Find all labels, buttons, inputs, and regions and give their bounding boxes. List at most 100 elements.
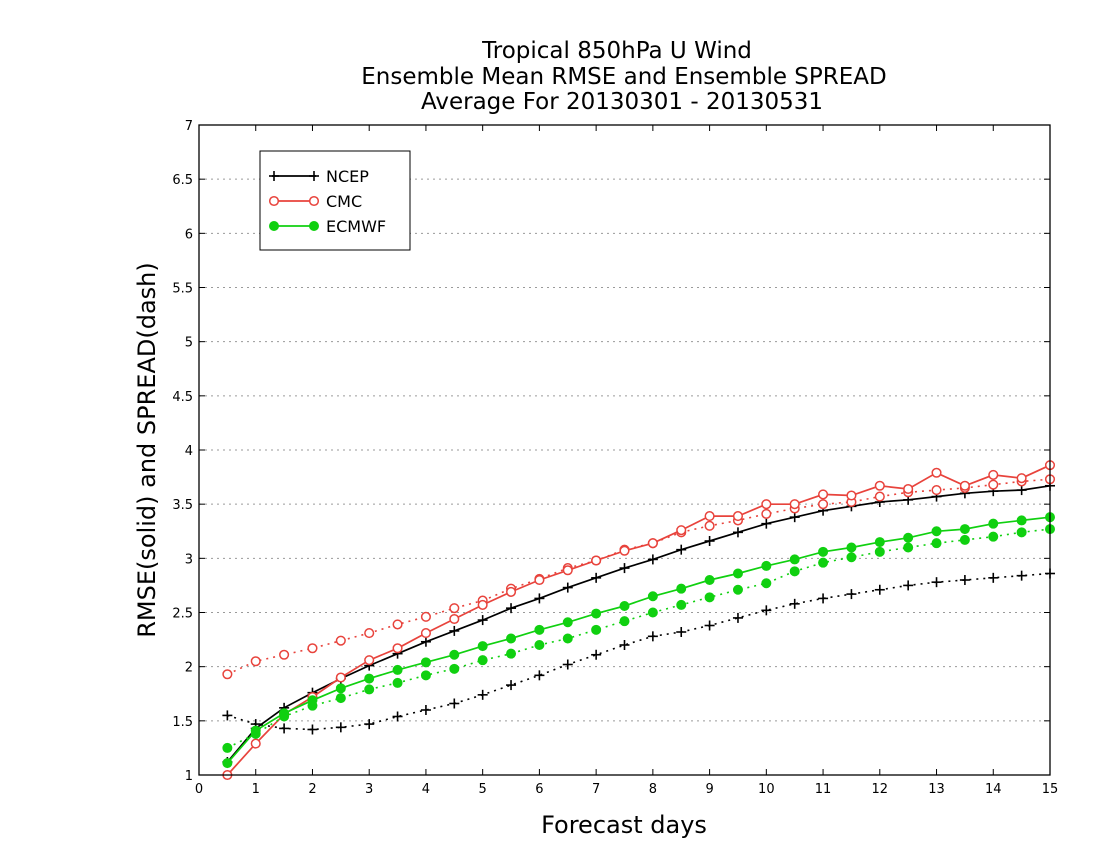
ncep-rmse-point-20 [789,512,800,523]
cmc-rmse-point-5 [364,655,375,666]
ncep-spread-point-24 [903,580,914,591]
cmc-spread-point-7 [420,611,431,622]
ncep-rmse-point-28 [1016,485,1027,496]
ncep-rmse-point-17 [704,536,715,546]
ecmwf-rmse-point-1 [250,725,261,736]
ncep-rmse-point-11 [534,593,545,604]
ecmwf-rmse-point-0 [222,758,233,769]
cmc-rmse-point-12 [562,565,573,576]
cmc-rmse-point-19 [761,499,772,510]
ncep-spread-point-13 [591,649,602,660]
cmc-rmse-point-28 [1016,473,1027,484]
cmc-rmse-point-14 [619,545,630,556]
cmc-rmse-point-18 [732,511,744,522]
chart-title-line-1: Tropical 850hPa U Wind [481,38,752,64]
ecmwf-rmse-point-28 [1016,515,1027,526]
ecmwf-rmse-point-19 [761,560,772,571]
y-tick-label-11: 6.5 [172,173,193,188]
ecmwf-spread-point-24 [903,542,914,553]
ncep-rmse-point-8 [449,625,460,636]
ecmwf-spread-point-8 [449,663,460,674]
ncep-rmse-point-18 [732,527,743,538]
x-tick-label-9: 9 [705,782,713,797]
ecmwf-rmse-point-15 [647,591,658,602]
legend-label-ncep: NCEP [326,167,369,186]
y-tick-label-9: 5.5 [172,282,193,297]
ncep-spread-point-10 [506,680,517,691]
y-tick-label-10: 6 [185,227,193,242]
ecmwf-rmse-point-7 [420,657,431,668]
chart-title-line-3: Average For 20130301 - 20130531 [421,89,823,115]
ecmwf-rmse-point-2 [279,708,290,719]
legend-marker-start-cmc [268,195,280,207]
ecmwf-spread-point-20 [789,566,800,577]
ecmwf-rmse-point-6 [392,664,403,675]
ecmwf-rmse-point-21 [818,546,829,557]
ecmwf-rmse-point-5 [364,673,375,684]
cmc-rmse-point-9 [477,599,488,610]
ncep-spread-point-28 [1016,570,1027,581]
ncep-spread-point-22 [846,589,857,600]
cmc-spread-point-19 [761,508,772,519]
cmc-spread-line [227,478,1051,676]
ecmwf-spread-point-4 [335,693,346,704]
ncep-spread-point-7 [420,705,431,715]
cmc-rmse-point-24 [903,483,914,495]
cmc-rmse-point-17 [704,511,715,522]
ncep-rmse-point-10 [506,603,517,614]
ncep-spread-point-16 [676,627,687,637]
y-tick-label-3: 2.5 [172,607,193,622]
ncep-spread-point-12 [562,659,573,670]
legend-marker-end-ecmwf [309,221,319,231]
ecmwf-spread-point-0 [222,742,233,753]
y-tick-label-7: 4.5 [172,390,193,405]
ecmwf-rmse-line [226,516,1051,764]
ecmwf-rmse-point-8 [449,649,460,660]
cmc-rmse-point-13 [591,555,602,566]
legend-label-ecmwf: ECMWF [326,217,386,236]
cmc-rmse-point-10 [505,586,517,597]
cmc-spread-point-1 [250,656,261,667]
x-axis-label: Forecast days [541,811,707,839]
ncep-spread-point-15 [647,631,658,642]
ecmwf-spread-point-6 [392,677,403,688]
x-tick-label-10: 10 [758,782,775,797]
cmc-rmse-line [226,464,1051,776]
ncep-rmse-point-16 [676,544,687,555]
ecmwf-rmse-point-18 [732,568,743,579]
cmc-spread-point-21 [818,499,829,510]
ncep-spread-point-0 [222,710,233,721]
x-tick-label-11: 11 [815,782,832,797]
ecmwf-rmse-point-23 [874,537,885,548]
ncep-rmse-point-15 [647,554,658,565]
ecmwf-rmse-point-27 [988,518,999,529]
ncep-spread-point-21 [818,593,829,604]
ncep-rmse-point-7 [420,636,431,647]
ncep-rmse-point-12 [562,582,573,593]
y-tick-label-1: 1.5 [172,715,193,730]
cmc-rmse-point-1 [250,738,261,749]
ecmwf-rmse-point-14 [619,601,630,611]
ncep-spread-point-6 [392,711,403,722]
cmc-spread-point-4 [335,635,346,646]
cmc-spread-point-0 [222,669,233,680]
x-tick-label-8: 8 [649,782,657,797]
cmc-rmse-point-25 [931,467,942,478]
ecmwf-spread-point-27 [988,531,999,542]
ecmwf-spread-point-15 [647,607,658,618]
x-tick-label-13: 13 [928,782,945,797]
ecmwf-spread-line [227,528,1051,749]
ecmwf-spread-point-19 [761,578,772,589]
cmc-rmse-point-26 [959,480,970,491]
ncep-spread-point-8 [449,698,460,709]
ecmwf-rmse-point-13 [591,608,602,619]
legend-marker-end-cmc [308,195,320,207]
cmc-rmse-point-4 [335,672,346,683]
cmc-rmse-point-22 [846,490,857,501]
ecmwf-spread-point-18 [732,584,743,595]
cmc-rmse-point-16 [676,525,687,536]
ecmwf-spread-point-26 [959,534,970,545]
ecmwf-rmse-point-11 [534,624,545,635]
y-tick-label-12: 7 [185,119,193,134]
ncep-spread-point-4 [335,722,346,733]
